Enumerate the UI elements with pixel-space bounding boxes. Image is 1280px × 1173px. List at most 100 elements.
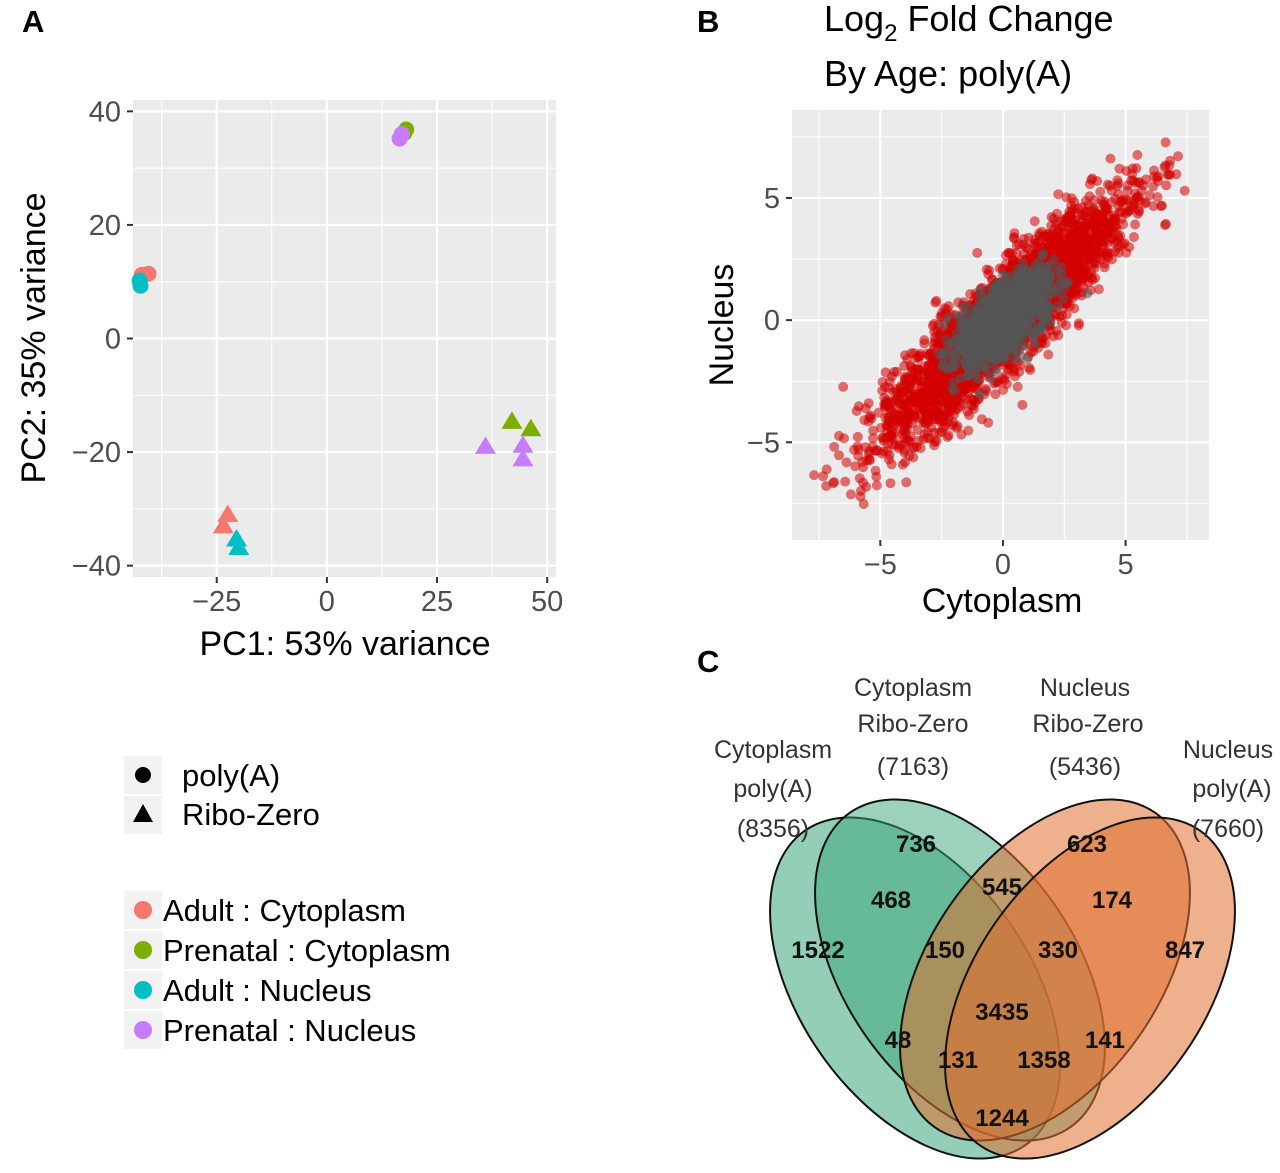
lfc-point: [878, 446, 889, 457]
lfc-point: [1161, 180, 1172, 191]
pca-point-triangle: [228, 537, 250, 555]
x-tick-label: 0: [319, 586, 335, 618]
x-tick-label: 5: [1118, 549, 1134, 581]
lfc-point: [1127, 163, 1138, 174]
pca-plot: −25 0 25 50 −40 −20 0 20 40: [72, 96, 564, 618]
lfc-point: [971, 321, 982, 332]
x-tick-label: 0: [995, 549, 1011, 581]
lfc-point: [854, 473, 865, 484]
lfc-point: [1148, 201, 1159, 212]
lfc-point: [913, 435, 924, 446]
lfc-point: [903, 400, 914, 411]
lfc-point: [909, 348, 920, 359]
lfc-point: [868, 433, 879, 444]
lfc-point: [880, 382, 890, 393]
lfc-point: [1022, 315, 1033, 326]
lfc-point: [1079, 232, 1090, 243]
venn-region-count: 623: [1067, 831, 1107, 858]
lfc-point: [951, 422, 962, 433]
venn-set-label: Cytoplasm: [714, 736, 832, 764]
pca-point-triangle: [212, 515, 234, 534]
venn-region-count: 1244: [975, 1105, 1029, 1132]
lfc-point: [1124, 242, 1135, 253]
lfc-point: [1030, 295, 1041, 306]
lfc-point: [1179, 185, 1190, 196]
lfc-point: [1163, 169, 1174, 180]
lfc-point: [841, 457, 852, 468]
venn-set-count: (8356): [737, 815, 809, 843]
lfc-point: [997, 373, 1008, 384]
lfc-x-ticks: −5 0 5: [864, 540, 1134, 581]
lfc-point: [942, 406, 953, 417]
lfc-point: [1152, 172, 1162, 183]
lfc-point: [1058, 293, 1068, 304]
y-tick-label: 40: [89, 96, 121, 128]
lfc-point: [884, 420, 894, 431]
lfc-point: [1082, 288, 1093, 299]
lfc-point: [976, 414, 987, 425]
lfc-point: [1056, 317, 1067, 328]
lfc-point: [852, 431, 863, 442]
lfc-point: [945, 393, 955, 404]
legend-polya-label: poly(A): [182, 758, 280, 793]
lfc-point: [1104, 248, 1115, 259]
lfc-point: [1079, 241, 1090, 251]
lfc-point: [839, 433, 849, 444]
lfc-point: [900, 350, 910, 361]
lfc-point: [1045, 325, 1056, 336]
lfc-point: [1087, 274, 1098, 285]
lfc-point: [1055, 246, 1066, 257]
lfc-point: [1098, 215, 1109, 225]
lfc-point: [1045, 316, 1056, 327]
legend-group-label: Adult : Cytoplasm: [163, 893, 406, 928]
legend-color-key: [134, 981, 152, 999]
lfc-point: [927, 320, 938, 331]
pca-point-triangle: [512, 448, 534, 467]
lfc-point: [1133, 191, 1144, 202]
venn-ellipse-nucleus-polya: [944, 816, 1236, 1160]
lfc-point: [974, 295, 985, 306]
lfc-point: [927, 388, 938, 398]
lfc-point: [1113, 189, 1124, 200]
lfc-point: [1104, 180, 1115, 191]
lfc-point: [934, 340, 945, 351]
lfc-point: [1058, 226, 1069, 237]
lfc-point: [1037, 320, 1048, 331]
lfc-point: [1037, 304, 1047, 315]
venn-set-label: Ribo-Zero: [1032, 710, 1143, 738]
lfc-point: [938, 351, 949, 361]
lfc-point: [1003, 288, 1014, 298]
lfc-point: [980, 341, 991, 352]
pca-point-triangle: [520, 418, 542, 437]
pca-shape-legend: poly(A) Ribo-Zero: [124, 756, 320, 834]
x-tick-label: 50: [531, 586, 563, 618]
lfc-point: [1015, 306, 1026, 317]
lfc-point: [1053, 301, 1063, 312]
lfc-point: [991, 366, 1002, 377]
lfc-point: [821, 481, 832, 491]
venn-set-label: poly(A): [733, 775, 812, 803]
lfc-point: [1067, 206, 1077, 216]
lfc-point: [834, 450, 844, 461]
lfc-point: [1072, 270, 1083, 281]
lfc-point: [1041, 266, 1051, 277]
lfc-point: [951, 311, 962, 322]
lfc-point: [1173, 151, 1184, 162]
lfc-point: [1053, 189, 1064, 200]
lfc-point: [963, 425, 974, 436]
lfc-point: [1062, 248, 1073, 259]
pca-point-triangle: [501, 411, 523, 429]
lfc-point: [1002, 336, 1013, 347]
lfc-point: [964, 354, 975, 365]
lfc-point: [932, 371, 943, 382]
lfc-point: [1105, 153, 1116, 164]
lfc-point: [1067, 226, 1078, 236]
lfc-point: [986, 319, 997, 330]
panel-a-letter: A: [22, 4, 44, 39]
x-tick-label: 25: [421, 586, 453, 618]
lfc-point: [1031, 269, 1042, 280]
lfc-point: [1053, 330, 1064, 341]
x-tick-label: −25: [192, 586, 241, 618]
lfc-point: [981, 264, 992, 275]
lfc-point: [1061, 234, 1072, 245]
